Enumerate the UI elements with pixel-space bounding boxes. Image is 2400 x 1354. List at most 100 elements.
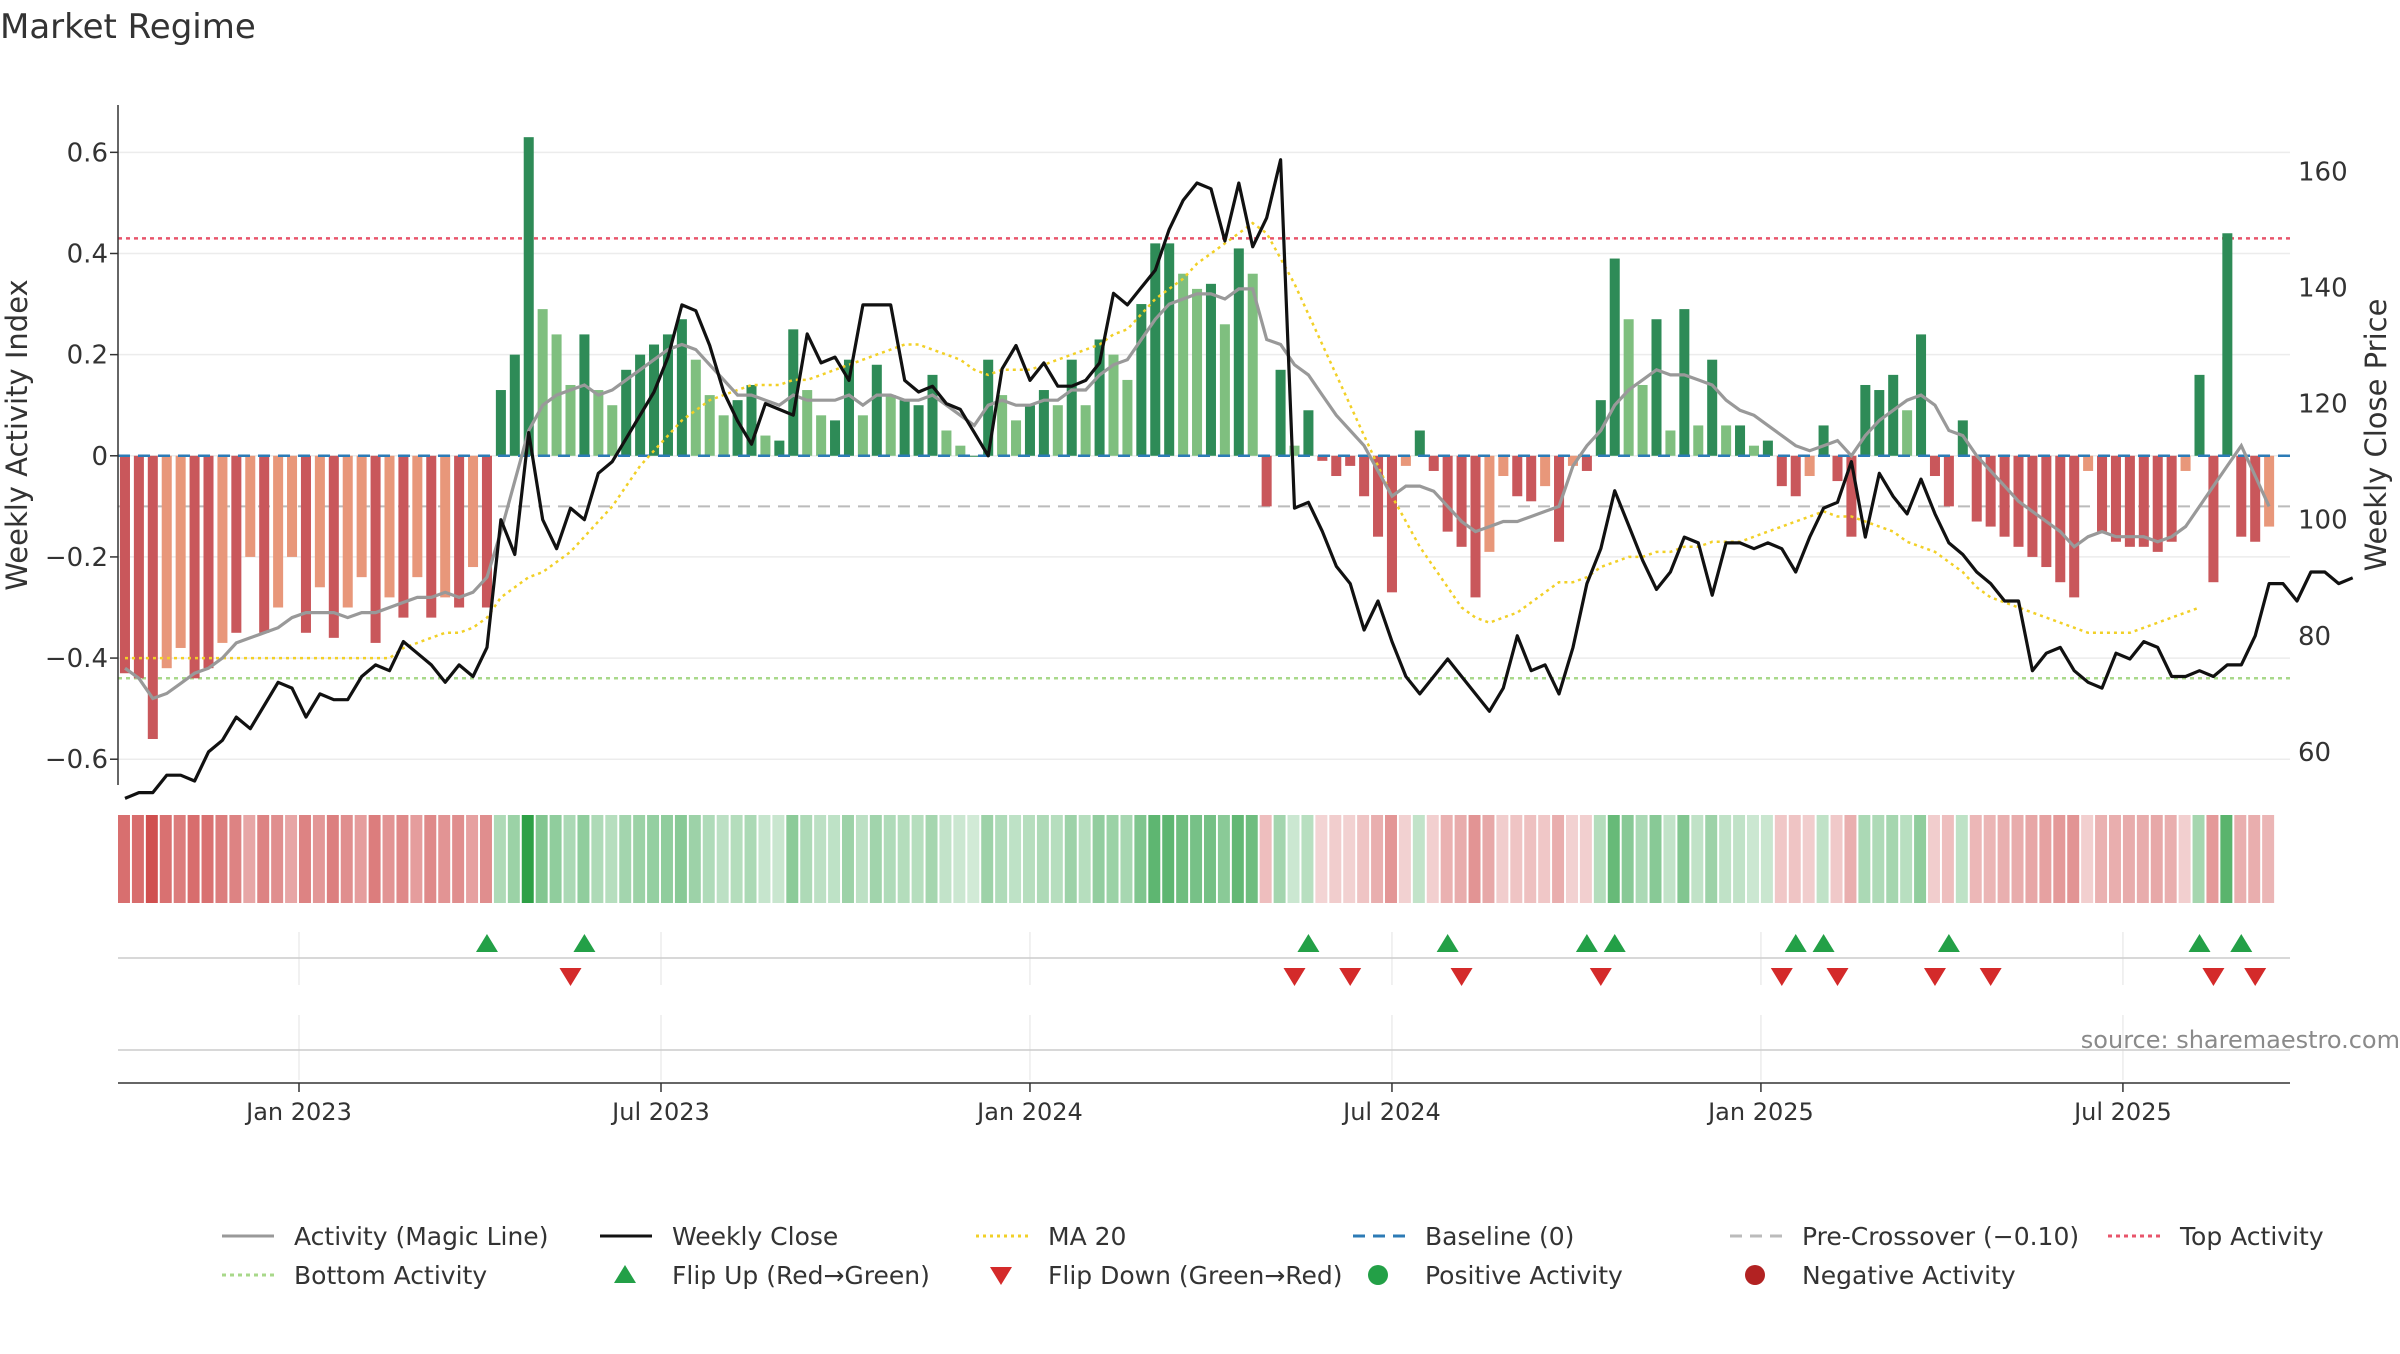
regime-cell (1426, 815, 1439, 903)
regime-cell (2039, 815, 2052, 903)
activity-bar (1247, 273, 1258, 456)
regime-cell (2220, 815, 2233, 903)
legend-label: MA 20 (1048, 1222, 1126, 1251)
regime-cell (410, 815, 423, 903)
regime-cell (521, 815, 534, 903)
activity-bar (1303, 410, 1314, 456)
activity-bar (468, 455, 479, 568)
regime-cell (1663, 815, 1676, 903)
regime-cell (814, 815, 827, 903)
activity-bar (607, 405, 618, 456)
regime-cell (1385, 815, 1397, 903)
activity-bar (579, 334, 590, 456)
legend-label: Activity (Magic Line) (294, 1222, 548, 1251)
activity-bar (1567, 455, 1578, 466)
regime-cell (257, 815, 270, 903)
regime-cell (702, 815, 715, 903)
activity-bar (175, 455, 186, 648)
regime-cell (1900, 815, 1913, 903)
activity-bar (997, 395, 1008, 456)
activity-bar (370, 455, 381, 643)
activity-bar (342, 455, 353, 608)
legend: Activity (Magic Line) Weekly Close MA 20 Ba… (222, 1222, 2324, 1290)
flip-down-marker (2244, 968, 2267, 986)
regime-cell (1273, 815, 1286, 903)
activity-bar (635, 354, 646, 456)
activity-bar (384, 455, 395, 598)
regime-cell (619, 815, 632, 903)
activity-bar (1874, 390, 1885, 456)
activity-bar (259, 455, 270, 633)
activity-bar (843, 359, 854, 456)
activity-bar (398, 455, 409, 618)
regime-cell (1259, 815, 1272, 903)
flip-up-marker (2188, 934, 2211, 952)
regime-strip (118, 815, 2275, 903)
regime-cell (967, 815, 980, 903)
regime-cell (647, 815, 660, 903)
regime-cell (2122, 815, 2135, 903)
regime-cell (1078, 815, 1091, 903)
legend-label: Top Activity (2179, 1222, 2324, 1251)
activity-bar (2166, 455, 2177, 542)
regime-cell (396, 815, 409, 903)
regime-cell (173, 815, 186, 903)
activity-bar (2027, 455, 2038, 557)
activity-bar (2138, 455, 2149, 547)
left-tick-label: 0.4 (67, 239, 108, 269)
regime-cell (1510, 815, 1523, 903)
regime-cell (340, 815, 353, 903)
regime-cell (493, 815, 506, 903)
activity-bar (2041, 455, 2052, 568)
regime-cell (1440, 815, 1453, 903)
right-axis-label: Weekly Close Price (2359, 299, 2393, 572)
activity-bar (426, 455, 437, 618)
right-tick-label: 80 (2298, 622, 2331, 652)
regime-cell (1496, 815, 1509, 903)
regime-cell (577, 815, 590, 903)
regime-cell (1023, 815, 1035, 903)
flip-down-marker (1979, 968, 2002, 986)
regime-cell (1649, 815, 1662, 903)
activity-bar (314, 455, 325, 588)
activity-bar (2194, 374, 2205, 456)
activity-bar (1345, 455, 1356, 466)
activity-bar (788, 329, 799, 456)
regime-cell (1997, 815, 2010, 903)
regime-cell (1315, 815, 1328, 903)
regime-cell (911, 815, 924, 903)
regime-cell (1482, 815, 1495, 903)
activity-bar (1693, 425, 1704, 456)
activity-bar (537, 309, 548, 456)
regime-cell (382, 815, 395, 903)
x-tick-label: Jan 2025 (1706, 1098, 1814, 1126)
regime-cell (1329, 815, 1342, 903)
activity-bar (509, 354, 520, 456)
activity-bar (1428, 455, 1439, 471)
activity-bar (481, 455, 492, 608)
regime-cell (591, 815, 604, 903)
activity-bar (1929, 455, 1940, 477)
activity-bar (2264, 455, 2275, 527)
left-tick-label: 0.2 (67, 341, 108, 371)
activity-bar (1999, 455, 2010, 537)
activity-bar (1011, 420, 1022, 456)
regime-cell (438, 815, 451, 903)
regime-cell (1524, 815, 1537, 903)
left-tick-label: −0.2 (45, 543, 108, 573)
activity-bar (1094, 339, 1105, 456)
x-tick-label: Jul 2024 (1341, 1098, 1441, 1126)
activity-bar (300, 455, 311, 633)
activity-bar (1776, 455, 1787, 487)
regime-cell (1858, 815, 1871, 903)
activity-bar (1846, 455, 1857, 537)
activity-bar (690, 359, 701, 456)
activity-bar (2083, 455, 2094, 471)
activity-bar (732, 400, 743, 456)
activity-bar (1080, 405, 1091, 456)
regime-cell (939, 815, 952, 903)
activity-bar (2208, 455, 2219, 583)
activity-bar (2236, 455, 2247, 537)
regime-cell (131, 815, 144, 903)
